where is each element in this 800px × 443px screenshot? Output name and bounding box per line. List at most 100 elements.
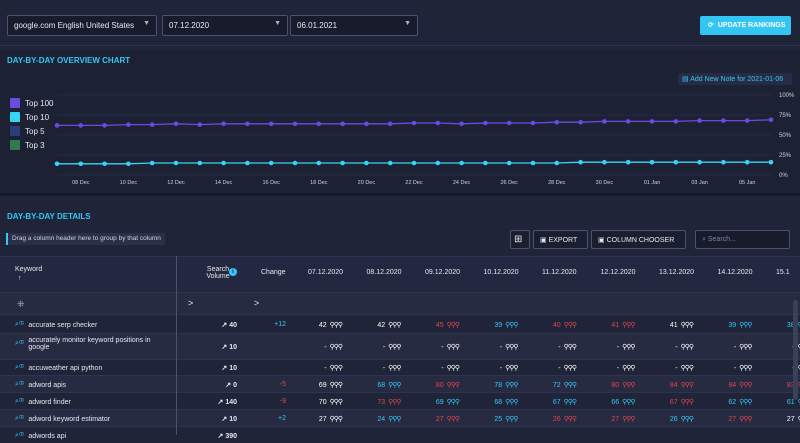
- data-point[interactable]: [340, 121, 345, 127]
- rank-cell[interactable]: 39 ⚲⚲⚲: [696, 321, 752, 330]
- serp-lookup-icon[interactable]: ⚲⚲⚲: [329, 322, 343, 329]
- serp-lookup-icon[interactable]: ⚲⚲⚲: [563, 365, 577, 372]
- serp-lookup-icon[interactable]: ⚲⚲⚲: [622, 416, 635, 423]
- column-header-date[interactable]: 13.12.2020: [659, 269, 695, 276]
- keyword-search-link-icon[interactable]: ⌕⚭: [15, 364, 25, 371]
- volume-filter-operator[interactable]: >: [188, 298, 194, 308]
- vertical-scrollbar[interactable]: [793, 300, 798, 400]
- serp-lookup-icon[interactable]: ⚲⚲⚲: [388, 365, 401, 372]
- data-point[interactable]: [197, 160, 203, 166]
- rank-cell[interactable]: -⚲⚲⚲: [345, 364, 402, 373]
- data-point[interactable]: [316, 160, 322, 166]
- serp-lookup-icon[interactable]: ⚲⚲⚲: [739, 416, 752, 423]
- data-point[interactable]: [554, 119, 560, 125]
- serp-lookup-icon[interactable]: ⚲⚲⚲: [680, 416, 694, 423]
- rank-cell[interactable]: 69 ⚲⚲⚲: [403, 398, 460, 407]
- serp-lookup-icon[interactable]: ⚲⚲⚲: [680, 399, 694, 406]
- column-header-date[interactable]: 11.12.2020: [542, 269, 577, 276]
- column-header-date[interactable]: 09.12.2020: [425, 269, 461, 276]
- rank-cell[interactable]: 41 ⚲⚲⚲: [637, 321, 694, 330]
- data-point[interactable]: [292, 160, 298, 166]
- keyword-cell[interactable]: ⌕⚭ adword keyword estimator: [15, 415, 165, 423]
- data-point[interactable]: [245, 160, 250, 166]
- rank-cell[interactable]: 45 ⚲⚲⚲: [403, 321, 460, 330]
- data-point[interactable]: [149, 160, 155, 166]
- rank-cell[interactable]: -⚲⚲⚲: [520, 364, 577, 373]
- column-header-date[interactable]: 12.12.2020: [600, 269, 636, 276]
- rank-cell[interactable]: -⚲⚲⚲: [462, 343, 519, 352]
- data-point[interactable]: [54, 123, 60, 128]
- grid-search-input[interactable]: ⌕ Search...: [695, 230, 790, 249]
- rank-cell[interactable]: 27⚲⚲⚲: [754, 415, 800, 424]
- data-point[interactable]: [316, 121, 322, 127]
- data-point[interactable]: [102, 123, 107, 128]
- serp-lookup-icon[interactable]: ⚲⚲⚲: [505, 365, 518, 372]
- serp-lookup-icon[interactable]: ⚲⚲⚲: [563, 382, 577, 389]
- rank-cell[interactable]: 67 ⚲⚲⚲: [520, 398, 577, 407]
- serp-lookup-icon[interactable]: ⚲⚲⚲: [505, 416, 518, 423]
- rank-cell[interactable]: 83⚲⚲⚲: [754, 381, 800, 390]
- legend-item-top3[interactable]: Top 3: [10, 138, 53, 152]
- rank-cell[interactable]: 68 ⚲⚲⚲: [345, 381, 401, 390]
- data-point[interactable]: [126, 122, 131, 127]
- table-row[interactable]: ⌕⚭ adword finder ↗ 140 -9 70 ⚲⚲⚲ 73 ⚲⚲⚲ 69 ⚲⚲⚲ 68 ⚲…: [0, 392, 800, 409]
- rank-cell[interactable]: 84 ⚲⚲⚲: [696, 381, 752, 390]
- serp-lookup-icon[interactable]: ⚲⚲⚲: [739, 399, 752, 406]
- data-point[interactable]: [625, 119, 631, 124]
- serp-lookup-icon[interactable]: ⚲⚲⚲: [680, 382, 694, 389]
- serp-lookup-icon[interactable]: ⚲⚲⚲: [622, 382, 635, 389]
- data-point[interactable]: [506, 160, 512, 166]
- data-point[interactable]: [768, 159, 774, 165]
- data-point[interactable]: [744, 118, 750, 123]
- data-point[interactable]: [483, 160, 488, 166]
- data-point[interactable]: [197, 122, 203, 127]
- rank-cell[interactable]: 73 ⚲⚲⚲: [345, 398, 401, 407]
- serp-lookup-icon[interactable]: ⚲⚲⚲: [798, 321, 800, 329]
- rank-cell[interactable]: -⚲⚲⚲: [696, 364, 753, 373]
- rank-cell[interactable]: 70 ⚲⚲⚲: [286, 398, 343, 407]
- data-point[interactable]: [268, 121, 274, 127]
- table-row[interactable]: ⌕⚭ adword apis ↗ 0 -5 69 ⚲⚲⚲ 68 ⚲⚲⚲ 80 ⚲⚲⚲ 78 ⚲⚲⚲ 72…: [0, 375, 800, 392]
- rank-cell[interactable]: 84 ⚲⚲⚲: [637, 381, 694, 390]
- rank-cell[interactable]: 67 ⚲⚲⚲: [637, 398, 694, 407]
- column-header-change[interactable]: Change: [261, 269, 286, 276]
- rank-cell[interactable]: 38⚲⚲⚲: [754, 321, 800, 330]
- serp-lookup-icon[interactable]: ⚲⚲⚲: [505, 344, 518, 351]
- keyword-search-link-icon[interactable]: ⌕⚭: [15, 321, 25, 328]
- export-button[interactable]: ▣ EXPORT: [533, 230, 588, 249]
- rank-cell[interactable]: -⚲⚲⚲: [579, 343, 636, 352]
- date-from-select[interactable]: 07.12.2020 ▼: [162, 15, 288, 36]
- rank-cell[interactable]: -⚲⚲⚲: [637, 343, 694, 352]
- data-point[interactable]: [721, 118, 726, 123]
- rank-cell[interactable]: -⚲⚲⚲: [696, 343, 753, 352]
- column-header-date[interactable]: 08.12.2020: [366, 269, 402, 276]
- column-header-date[interactable]: 07.12.2020: [308, 269, 344, 276]
- rank-cell[interactable]: 39 ⚲⚲⚲: [462, 321, 518, 330]
- serp-lookup-icon[interactable]: ⚲⚲⚲: [446, 344, 460, 351]
- column-header-date[interactable]: 14.12.2020: [717, 269, 753, 276]
- rank-cell[interactable]: -⚲⚲⚲: [637, 364, 694, 373]
- data-point[interactable]: [602, 159, 607, 165]
- rank-cell[interactable]: 78 ⚲⚲⚲: [462, 381, 518, 390]
- data-point[interactable]: [530, 120, 536, 126]
- serp-lookup-icon[interactable]: ⚲⚲⚲: [446, 382, 460, 389]
- search-engine-select[interactable]: google.com English United States ▼: [7, 15, 157, 36]
- rank-cell[interactable]: 25 ⚲⚲⚲: [462, 415, 518, 424]
- serp-lookup-icon[interactable]: ⚲⚲⚲: [563, 322, 577, 329]
- column-header-search-volume[interactable]: Search Volume: [203, 266, 233, 280]
- serp-lookup-icon[interactable]: ⚲⚲⚲: [622, 399, 635, 406]
- data-point[interactable]: [578, 119, 583, 125]
- legend-item-top100[interactable]: Top 100: [10, 96, 53, 110]
- data-point[interactable]: [459, 121, 464, 127]
- data-point[interactable]: [649, 159, 655, 165]
- serp-lookup-icon[interactable]: ⚲⚲⚲: [798, 381, 800, 389]
- table-row[interactable]: ⌕⚭ accurate serp checker ↗ 40 +12 42 ⚲⚲⚲ 42 ⚲⚲⚲…: [0, 314, 800, 333]
- data-point[interactable]: [578, 159, 583, 165]
- data-point[interactable]: [625, 159, 631, 165]
- rank-cell[interactable]: -⚲⚲⚲: [403, 364, 460, 373]
- data-point[interactable]: [697, 118, 702, 123]
- keyword-cell[interactable]: ⌕⚭ accurate serp checker: [15, 321, 165, 329]
- data-point[interactable]: [173, 160, 179, 166]
- serp-lookup-icon[interactable]: ⚲⚲⚲: [798, 415, 800, 423]
- keyword-search-link-icon[interactable]: ⌕⚭: [15, 381, 25, 388]
